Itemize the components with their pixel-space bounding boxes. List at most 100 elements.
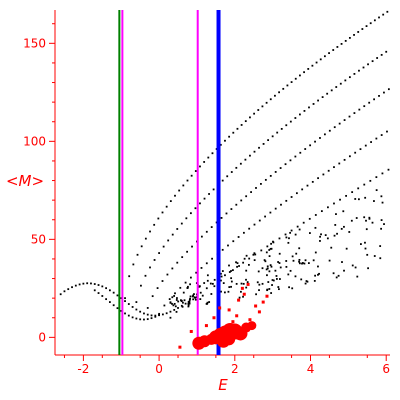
band-point — [176, 261, 179, 264]
cloud-point — [187, 302, 190, 305]
band-point — [242, 231, 245, 234]
band-point — [376, 57, 379, 59]
arc-point — [105, 298, 108, 301]
band-point — [266, 245, 269, 248]
arc-point — [180, 304, 183, 307]
arc-point — [150, 314, 153, 317]
cloud-point — [235, 261, 237, 264]
cloud-point — [350, 219, 353, 222]
band-point — [299, 151, 302, 154]
cloud-point — [220, 279, 222, 282]
band-point — [146, 307, 149, 309]
cloud-point — [187, 304, 190, 307]
cloud-point — [348, 231, 351, 233]
cloud-point — [252, 253, 255, 256]
arc-point — [173, 309, 176, 311]
x-tick-label: 0 — [155, 362, 163, 376]
band-point — [304, 148, 307, 150]
arc-point — [78, 283, 81, 286]
cloud-point — [328, 259, 331, 262]
band-point — [299, 74, 301, 77]
cloud-point — [300, 278, 303, 281]
band-point — [220, 217, 223, 219]
cloud-point — [298, 260, 300, 263]
cloud-point — [201, 294, 204, 297]
band-point — [208, 193, 210, 195]
cloud-point — [363, 216, 366, 219]
arc-point — [150, 317, 153, 320]
band-point — [299, 113, 301, 116]
cloud-point — [194, 298, 197, 301]
band-point — [274, 94, 276, 97]
band-point — [280, 203, 282, 206]
cloud-point — [266, 288, 269, 291]
arc-point — [71, 286, 73, 289]
cloud-point — [274, 269, 277, 272]
band-point — [236, 127, 239, 130]
arc-point — [67, 288, 70, 291]
cloud-point — [368, 216, 371, 219]
band-point — [181, 305, 184, 308]
cloud-point — [365, 219, 367, 222]
cloud-point — [373, 200, 375, 202]
band-point — [253, 150, 256, 153]
cloud-point — [360, 243, 362, 245]
arc-point — [112, 291, 115, 294]
arc-point — [112, 304, 115, 307]
cloud-point — [189, 297, 191, 300]
cloud-point — [189, 295, 192, 298]
band-point — [319, 58, 322, 61]
band-point — [265, 101, 268, 104]
cloud-point — [248, 263, 250, 266]
cloud-point — [356, 275, 359, 278]
band-point — [278, 237, 281, 240]
band-point — [351, 191, 354, 194]
band-point — [253, 112, 256, 115]
band-point — [224, 274, 226, 277]
band-point — [353, 73, 356, 75]
arc-point — [161, 313, 164, 316]
band-point — [228, 135, 231, 138]
cloud-point — [341, 261, 343, 263]
band-point — [359, 148, 362, 151]
cloud-point — [171, 296, 174, 299]
band-point — [235, 203, 238, 206]
cloud-point — [343, 225, 345, 228]
cloud-point — [279, 266, 282, 269]
band-point — [294, 117, 297, 119]
cloud-point — [186, 287, 189, 289]
band-point — [186, 250, 189, 253]
band-point — [174, 194, 176, 197]
arc-point — [143, 312, 145, 315]
band-point — [315, 61, 318, 64]
band-point — [339, 82, 342, 85]
band-point — [157, 217, 160, 220]
band-point — [144, 237, 147, 240]
cloud-point — [278, 252, 281, 255]
band-point — [365, 25, 368, 28]
band-point — [338, 162, 341, 165]
cloud-point — [365, 228, 368, 231]
band-point — [327, 169, 330, 172]
band-point — [358, 108, 361, 111]
cloud-point — [371, 221, 374, 224]
band-point — [236, 265, 238, 268]
band-point — [375, 176, 378, 179]
band-point — [161, 280, 164, 282]
band-point — [199, 165, 201, 168]
highlight-marker — [247, 321, 257, 331]
cloud-point — [187, 285, 189, 288]
band-point — [314, 214, 317, 216]
arc-point — [139, 318, 142, 321]
arc-point — [105, 287, 108, 290]
cloud-point — [193, 293, 195, 296]
cloud-point — [330, 246, 333, 249]
cloud-point — [364, 241, 366, 244]
highlight-marker — [240, 286, 244, 290]
cloud-point — [319, 235, 321, 238]
cloud-point — [277, 261, 280, 263]
band-point — [128, 275, 131, 278]
band-point — [257, 109, 260, 111]
cloud-point — [267, 281, 270, 283]
band-point — [370, 141, 372, 143]
